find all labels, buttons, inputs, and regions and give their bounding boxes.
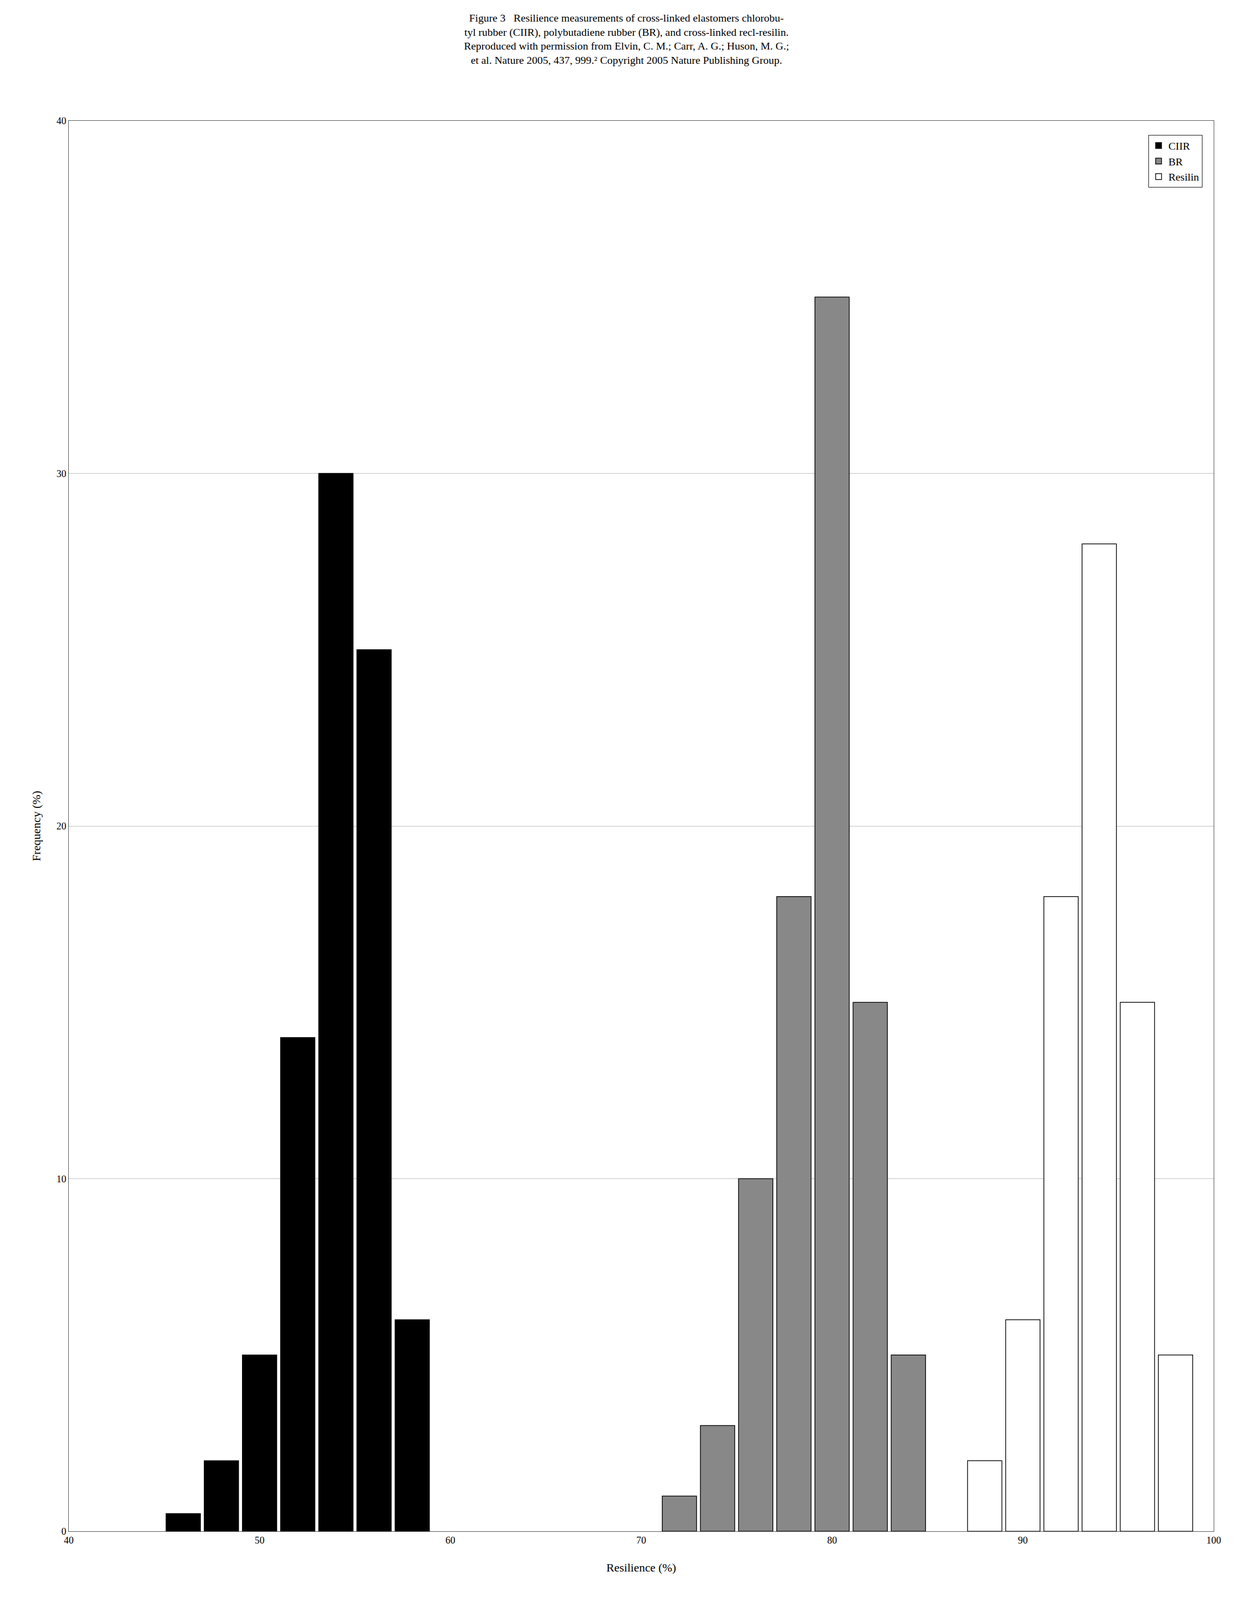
svg-text:CIIR: CIIR	[1168, 139, 1191, 153]
svg-text:10: 10	[56, 1173, 67, 1185]
svg-text:40: 40	[56, 115, 67, 127]
svg-text:Resilin: Resilin	[1168, 170, 1199, 184]
svg-text:Figure 3 Resilience measurem: Figure 3 Resilience measurements of cros…	[463, 11, 790, 67]
svg-text:BR: BR	[1168, 155, 1184, 168]
svg-text:0: 0	[61, 1526, 67, 1538]
svg-text:50: 50	[254, 1535, 265, 1547]
svg-text:Frequency (%): Frequency (%)	[29, 790, 43, 862]
svg-text:60: 60	[445, 1535, 456, 1547]
svg-text:Resilience (%): Resilience (%)	[606, 1561, 677, 1575]
svg-text:80: 80	[827, 1535, 838, 1547]
svg-text:40: 40	[63, 1535, 74, 1547]
svg-text:90: 90	[1017, 1535, 1028, 1547]
svg-text:70: 70	[636, 1535, 647, 1547]
svg-text:30: 30	[56, 468, 67, 480]
svg-text:100: 100	[1206, 1535, 1222, 1547]
svg-text:20: 20	[56, 820, 67, 832]
